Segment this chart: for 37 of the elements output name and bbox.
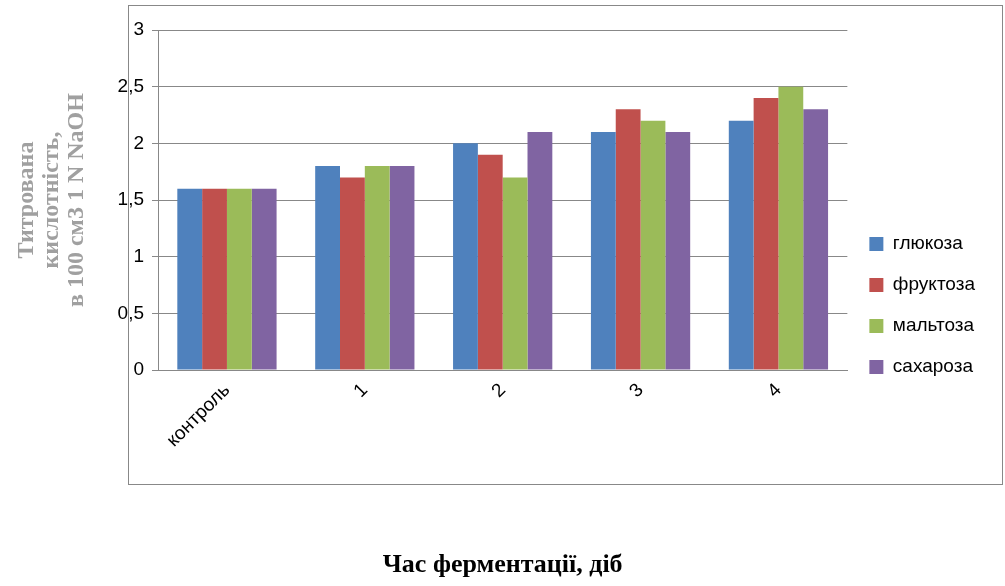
y-axis-title: Титрована кислотність, в 100 см3 1 N NaOH bbox=[11, 92, 89, 308]
y-tick-label: 2 bbox=[133, 131, 145, 153]
y-tick-label: 0,5 bbox=[117, 301, 145, 323]
y-tick-label: 1 bbox=[133, 244, 145, 266]
legend-label: фруктоза bbox=[892, 273, 976, 295]
bar bbox=[251, 188, 277, 370]
y-tick-label: 2,5 bbox=[117, 74, 145, 96]
bar bbox=[340, 177, 365, 370]
bar bbox=[527, 132, 553, 370]
bar bbox=[778, 86, 804, 370]
x-tick-label: 4 bbox=[762, 378, 786, 402]
bar bbox=[753, 98, 779, 370]
legend-label: сахароза bbox=[892, 355, 974, 377]
bar bbox=[202, 188, 227, 370]
bar bbox=[477, 154, 503, 370]
x-tick-label: 3 bbox=[624, 378, 648, 402]
y-tick-label: 3 bbox=[133, 18, 145, 40]
bar bbox=[803, 109, 829, 370]
x-tick-label: 2 bbox=[486, 378, 510, 402]
x-axis-title: Час ферментації, діб bbox=[382, 549, 623, 579]
bar bbox=[453, 143, 478, 370]
bar bbox=[665, 132, 691, 370]
bar bbox=[315, 166, 340, 370]
bar bbox=[177, 188, 203, 370]
bar bbox=[502, 177, 528, 370]
legend-label: глюкоза bbox=[892, 232, 964, 254]
bar bbox=[615, 109, 641, 370]
bar bbox=[590, 132, 616, 370]
legend-label: мальтоза bbox=[892, 314, 975, 336]
bar bbox=[364, 166, 390, 370]
y-tick-label: 1,5 bbox=[117, 188, 145, 210]
bar bbox=[226, 188, 252, 370]
x-tick-label: 1 bbox=[349, 378, 372, 402]
bar bbox=[728, 120, 754, 370]
bar bbox=[389, 166, 415, 370]
bar bbox=[640, 120, 666, 370]
y-tick-label: 0 bbox=[133, 358, 145, 380]
